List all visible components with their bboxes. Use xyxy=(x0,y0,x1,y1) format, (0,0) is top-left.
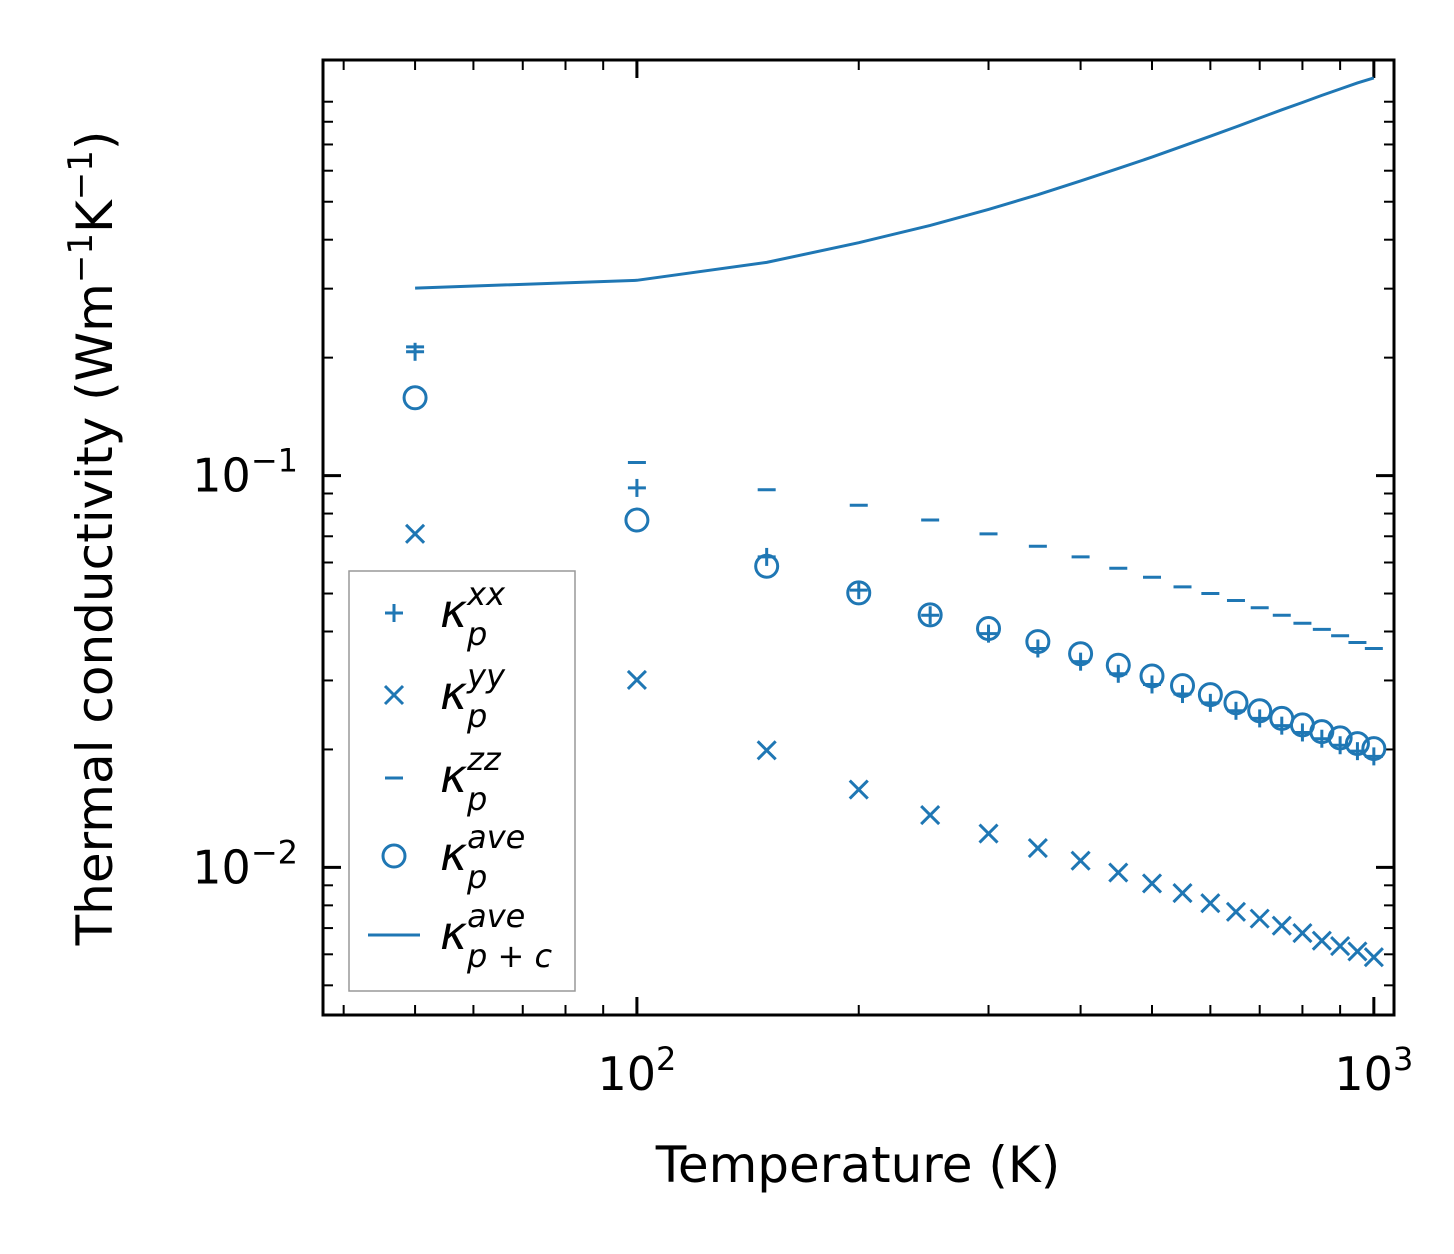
series-yy-p-point-10 xyxy=(1172,882,1193,904)
series-yy-p-point-11 xyxy=(1200,893,1221,914)
y-axis-label-k-exp: −1 xyxy=(61,150,101,200)
series-ave-p-point-8 xyxy=(1105,652,1131,678)
x-axis-label: Temperature (K) xyxy=(655,1136,1060,1194)
y-axis-label-main: Thermal conductivity (Wm xyxy=(66,283,124,946)
x-tick-label-1: 103 xyxy=(1334,1040,1413,1101)
series-yy-p-point-7 xyxy=(1070,850,1091,871)
y-axis-label-k: K xyxy=(66,199,124,233)
series-xx-p-point-4 xyxy=(921,606,940,625)
legend-entry-3: κave p xyxy=(381,818,525,896)
y-tick-labels: 10−2 10−1 xyxy=(192,442,298,895)
legend-label-1: κyy p xyxy=(440,657,506,735)
y-tick-label-0: 10−2 xyxy=(192,833,298,894)
series-xx-p-point-3 xyxy=(849,581,868,600)
series-yy-p-point-5 xyxy=(978,823,999,844)
series-yy-p xyxy=(405,523,1384,968)
series-ave-p-point-5 xyxy=(976,616,1002,642)
series-ave-p-point-19 xyxy=(1361,736,1387,762)
y-axis-label-close: ) xyxy=(66,131,124,151)
series-yy-p-point-8 xyxy=(1108,862,1129,883)
series-ave-p-point-10 xyxy=(1170,673,1196,699)
series-ave-p-point-2 xyxy=(754,553,780,579)
series-ave-p-point-6 xyxy=(1025,629,1051,655)
major-ticks xyxy=(323,60,1394,1015)
legend-entry-2: κzz p xyxy=(385,740,502,818)
series-ave-p-point-1 xyxy=(624,507,650,533)
legend-label-2: κzz p xyxy=(440,740,502,818)
series-xx-p-point-1 xyxy=(627,478,646,497)
axes-frame xyxy=(321,58,1396,1017)
series-yy-p-point-19 xyxy=(1363,947,1384,968)
y-tick-label-1: 10−1 xyxy=(192,442,298,503)
legend-entry-4: κave p + c xyxy=(368,897,552,975)
plot-area xyxy=(402,76,1387,968)
series-ave-p-point-4 xyxy=(917,602,943,628)
series-ave-pc xyxy=(415,76,1375,290)
series-yy-p-point-16 xyxy=(1311,930,1332,951)
series-yy-p-point-0 xyxy=(405,523,426,544)
series-yy-p-point-12 xyxy=(1225,901,1247,922)
legend-handle-point xyxy=(385,604,403,622)
series-yy-p-point-4 xyxy=(920,805,941,826)
legend-label-4: κave p + c xyxy=(440,897,552,975)
series-yy-p-point-13 xyxy=(1249,908,1270,929)
y-axis-label: Thermal conductivity (Wm−1K−1) xyxy=(61,131,124,947)
series-ave-p xyxy=(402,385,1387,762)
series-ave-p-point-13 xyxy=(1247,698,1273,724)
series-ave-p-point-7 xyxy=(1068,641,1094,667)
series-yy-p-point-2 xyxy=(756,740,777,761)
series-zz-p xyxy=(406,345,1383,650)
x-tick-label-0: 102 xyxy=(597,1040,676,1101)
series-ave-p-point-12 xyxy=(1223,690,1249,716)
series-ave-p-point-11 xyxy=(1197,682,1223,708)
series-yy-p-point-17 xyxy=(1330,935,1351,957)
x-tick-labels: 102 103 xyxy=(597,1040,1413,1101)
series-ave-pc-line xyxy=(415,76,1375,290)
legend-handle-point xyxy=(383,684,405,706)
legend-box xyxy=(348,570,576,992)
series-yy-p-point-3 xyxy=(848,779,869,800)
series-yy-p-point-18 xyxy=(1347,941,1368,962)
series-yy-p-point-6 xyxy=(1027,838,1048,859)
legend-entry-0: κxx p xyxy=(385,575,506,653)
series-ave-p-point-0 xyxy=(402,385,428,411)
legend-label-0: κxx p xyxy=(440,575,506,653)
legend-label-3: κave p xyxy=(440,818,525,896)
series-ave-p-point-17 xyxy=(1327,725,1353,751)
y-axis-label-w-exp: −1 xyxy=(61,233,101,283)
minor-ticks xyxy=(323,60,1394,1015)
series-ave-p-point-3 xyxy=(846,580,872,606)
series-yy-p-point-15 xyxy=(1292,922,1313,944)
series-ave-p-point-18 xyxy=(1344,731,1370,757)
legend-entry-1: κyy p xyxy=(383,657,506,735)
series-yy-p-point-1 xyxy=(626,669,647,690)
series-yy-p-point-14 xyxy=(1271,915,1292,936)
series-xx-p-point-14 xyxy=(1272,716,1291,735)
series-ave-p-point-9 xyxy=(1139,663,1165,689)
series-xx-p-point-6 xyxy=(1028,639,1047,658)
legend-handle-point xyxy=(381,843,407,869)
series-yy-p-point-9 xyxy=(1141,873,1163,894)
